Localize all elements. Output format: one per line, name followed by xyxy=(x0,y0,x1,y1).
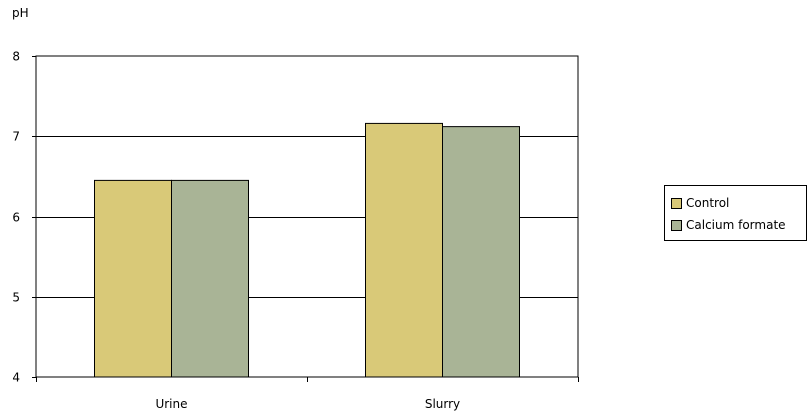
bar-calcium-formate-slurry xyxy=(442,126,520,378)
bar-calcium-formate-urine xyxy=(171,179,249,378)
legend-swatch-calcium-formate xyxy=(671,219,682,231)
legend-label-calcium-formate: Calcium formate xyxy=(686,218,786,232)
y-tick-label-8: 8 xyxy=(12,50,20,64)
legend: Control Calcium formate xyxy=(664,185,807,241)
legend-swatch-control xyxy=(671,197,682,209)
bar-control-slurry xyxy=(365,122,443,378)
y-tick-label-6: 6 xyxy=(12,211,20,225)
y-tick-label-5: 5 xyxy=(12,291,20,305)
y-axis-title: pH xyxy=(12,6,29,20)
legend-item-calcium-formate: Calcium formate xyxy=(671,217,786,233)
x-tick-label-urine: Urine xyxy=(155,397,187,411)
legend-label-control: Control xyxy=(686,196,730,210)
y-tick-label-4: 4 xyxy=(12,371,20,385)
x-tick-label-slurry: Slurry xyxy=(425,397,460,411)
legend-item-control: Control xyxy=(671,195,729,211)
y-tick-label-7: 7 xyxy=(12,130,20,144)
bar-control-urine xyxy=(94,179,172,378)
